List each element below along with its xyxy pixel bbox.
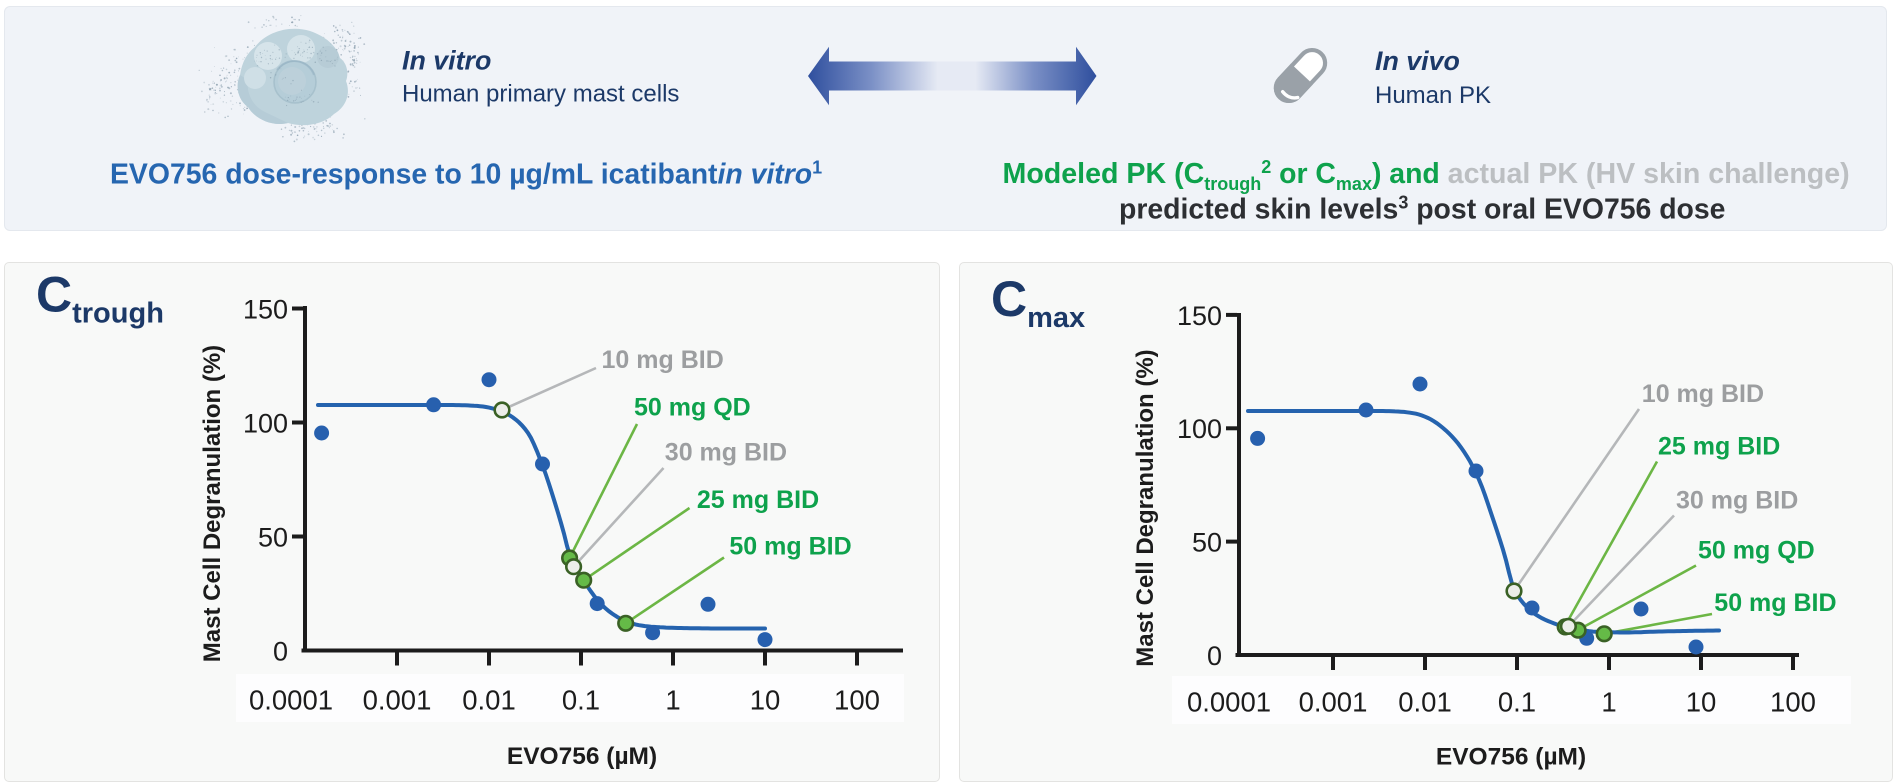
svg-text:50 mg QD: 50 mg QD — [634, 393, 751, 421]
svg-text:30 mg BID: 30 mg BID — [665, 439, 787, 467]
svg-text:Mast Cell Degranulation (%): Mast Cell Degranulation (%) — [1132, 349, 1159, 666]
svg-text:EVO756 dose-response to 10 µg/: EVO756 dose-response to 10 µg/mL icatiba… — [110, 158, 822, 191]
svg-text:0.01: 0.01 — [1398, 686, 1452, 717]
svg-text:0.1: 0.1 — [1498, 686, 1536, 717]
svg-text:Mast Cell Degranulation (%): Mast Cell Degranulation (%) — [199, 345, 226, 662]
svg-text:50: 50 — [1192, 527, 1222, 557]
svg-text:EVO756 (µM): EVO756 (µM) — [1436, 744, 1586, 771]
svg-text:25 mg BID: 25 mg BID — [1658, 433, 1780, 461]
svg-text:25 mg BID: 25 mg BID — [697, 486, 819, 514]
svg-text:0.001: 0.001 — [363, 685, 432, 716]
svg-text:In vitro: In vitro — [402, 46, 491, 76]
svg-text:150: 150 — [1177, 301, 1222, 331]
svg-text:Ctrough: Ctrough — [36, 267, 164, 330]
svg-text:50 mg BID: 50 mg BID — [729, 533, 851, 561]
svg-text:10: 10 — [1686, 686, 1717, 717]
svg-text:0.0001: 0.0001 — [249, 685, 333, 716]
svg-text:50: 50 — [258, 522, 288, 552]
svg-text:EVO756 (µM): EVO756 (µM) — [507, 743, 657, 770]
svg-text:Human PK: Human PK — [1375, 82, 1491, 109]
svg-text:10 mg BID: 10 mg BID — [602, 346, 724, 374]
svg-text:0.1: 0.1 — [562, 685, 600, 716]
svg-text:50 mg QD: 50 mg QD — [1698, 537, 1815, 565]
svg-text:30 mg BID: 30 mg BID — [1676, 487, 1798, 515]
svg-text:50 mg BID: 50 mg BID — [1714, 589, 1836, 617]
svg-text:predicted skin levels3 post or: predicted skin levels3 post oral EVO756 … — [1119, 193, 1725, 226]
svg-text:Modeled PK (Ctrough2 or Cmax): Modeled PK (Ctrough2 or Cmax) and actual… — [1003, 157, 1850, 194]
svg-text:10 mg BID: 10 mg BID — [1642, 380, 1764, 408]
svg-text:0.0001: 0.0001 — [1187, 686, 1271, 717]
svg-text:100: 100 — [834, 685, 880, 716]
svg-text:1: 1 — [1601, 686, 1616, 717]
svg-text:0: 0 — [1207, 641, 1222, 671]
svg-text:Human primary mast cells: Human primary mast cells — [402, 81, 679, 108]
svg-text:100: 100 — [243, 408, 288, 438]
svg-text:100: 100 — [1770, 686, 1816, 717]
svg-text:100: 100 — [1177, 414, 1222, 444]
svg-text:Cmax: Cmax — [991, 271, 1085, 334]
svg-text:10: 10 — [750, 685, 781, 716]
svg-text:0.01: 0.01 — [462, 685, 516, 716]
svg-text:150: 150 — [243, 294, 288, 324]
svg-text:0: 0 — [273, 636, 288, 666]
svg-text:0.001: 0.001 — [1299, 686, 1368, 717]
svg-text:In vivo: In vivo — [1375, 46, 1460, 76]
svg-text:1: 1 — [665, 685, 680, 716]
